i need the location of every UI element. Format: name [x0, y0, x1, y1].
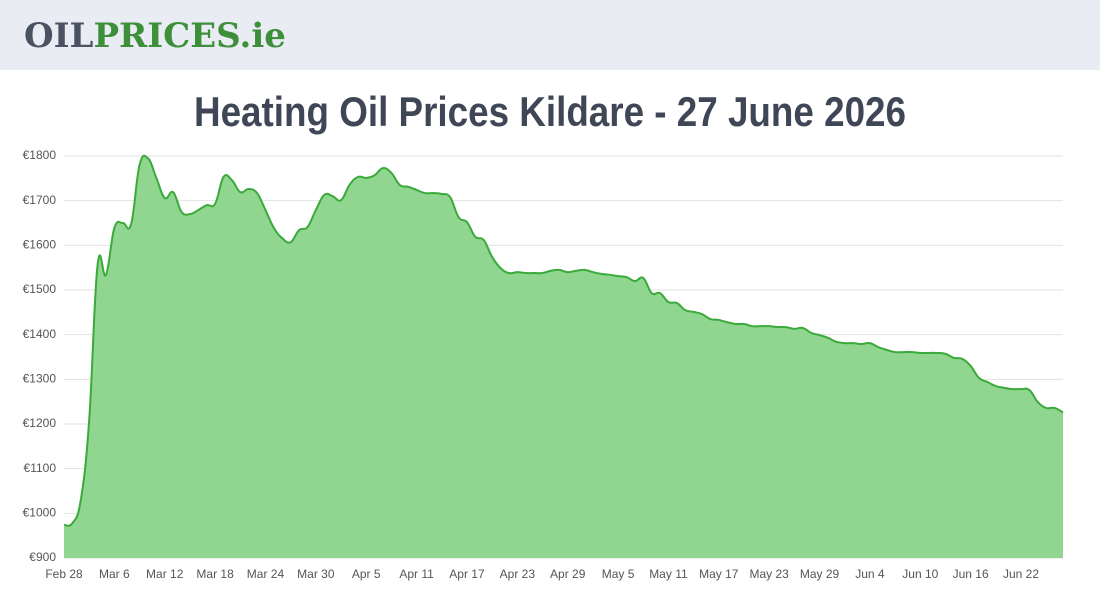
x-tick-label: Apr 23	[500, 567, 536, 581]
x-tick-label: May 11	[649, 567, 688, 581]
y-tick-label: €1800	[23, 148, 57, 162]
x-tick-label: Mar 24	[247, 567, 285, 581]
y-tick-label: €1600	[23, 238, 57, 252]
x-tick-label: May 17	[699, 567, 739, 581]
x-tick-label: Mar 18	[196, 567, 234, 581]
y-tick-label: €1300	[23, 372, 57, 386]
x-tick-label: Mar 30	[297, 567, 335, 581]
y-tick-label: €900	[29, 550, 56, 564]
y-tick-label: €1000	[23, 506, 57, 520]
x-tick-label: Jun 10	[902, 567, 938, 581]
y-tick-label: €1400	[23, 327, 57, 341]
y-tick-label: €1500	[23, 282, 57, 296]
x-tick-label: May 29	[800, 567, 840, 581]
x-tick-label: Mar 12	[146, 567, 184, 581]
price-line	[63, 154, 1064, 527]
x-tick-label: Apr 29	[550, 567, 586, 581]
x-tick-label: May 23	[749, 567, 789, 581]
x-tick-label: Mar 6	[99, 567, 130, 581]
y-tick-label: €1100	[24, 461, 57, 475]
logo-part: PRICES.ie	[93, 16, 285, 56]
y-tick-label: €1200	[23, 416, 57, 430]
x-tick-label: Apr 5	[352, 567, 381, 581]
header-bar	[0, 0, 1100, 70]
x-tick-label: Apr 17	[449, 567, 485, 581]
x-tick-label: Apr 11	[399, 567, 434, 581]
logo-part: OIL	[24, 16, 94, 56]
y-tick-label: €1700	[23, 193, 57, 207]
x-tick-label: Jun 4	[855, 567, 885, 581]
x-tick-label: Jun 22	[1003, 567, 1039, 581]
chart-title: Heating Oil Prices Kildare - 27 June 202…	[194, 88, 906, 135]
x-tick-label: May 5	[602, 567, 635, 581]
logo[interactable]: OILPRICES.ie	[24, 16, 286, 56]
area-fill	[64, 155, 1063, 558]
x-tick-label: Feb 28	[45, 567, 83, 581]
x-tick-label: Jun 16	[953, 567, 989, 581]
